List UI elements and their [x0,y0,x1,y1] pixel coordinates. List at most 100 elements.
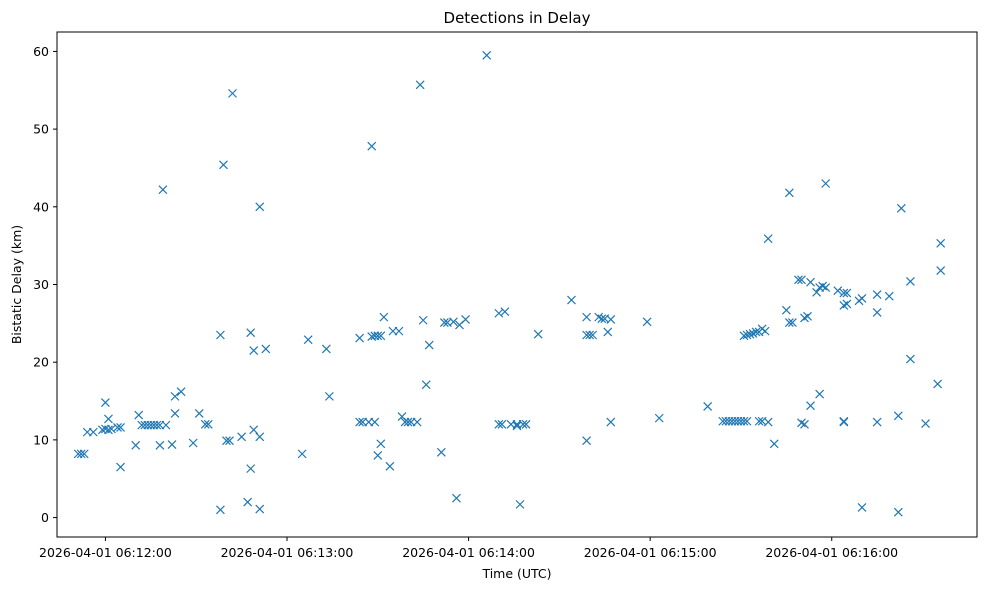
data-point [821,179,831,188]
data-point [482,50,492,60]
data-point [255,432,265,442]
data-point [857,294,867,303]
data-point [373,450,383,460]
data-point [521,419,531,429]
data-point [603,327,613,337]
chart-title: Detections in Delay [444,9,591,27]
data-point [857,503,867,512]
data-point [452,493,461,503]
data-point [324,391,334,401]
data-point [872,308,882,317]
data-point [739,416,749,426]
data-point [246,328,256,338]
data-point [225,436,234,446]
data-point [249,425,259,435]
data-point [215,505,225,515]
data-point [794,275,803,285]
data-point [800,419,809,429]
data-point [379,312,389,322]
data-point [703,402,713,411]
data-point [170,391,180,401]
data-point [237,432,247,442]
y-tick-label: 40 [33,199,49,214]
data-point [515,499,525,509]
data-point [100,398,110,408]
y-axis-label: Bistatic Delay (km) [9,225,24,344]
x-axis-label: Time (UTC) [481,566,551,581]
data-point [373,331,383,341]
data-point [806,401,815,411]
data-point [215,330,225,340]
data-point [582,312,592,322]
data-point [228,88,237,98]
data-point [806,277,815,287]
data-point [243,497,253,507]
data-point [769,439,779,449]
data-point [742,416,752,426]
data-point [116,423,125,432]
data-point [131,440,141,450]
x-axis: 2026-04-01 06:12:00 2026-04-01 06:13:00 20… [39,537,898,560]
data-point [745,329,755,339]
data-point [321,344,331,354]
data-point [500,307,510,317]
data-point [567,295,576,305]
data-point [518,419,528,429]
data-point [606,417,616,427]
data-point [642,317,652,327]
data-point [219,160,228,170]
data-point [303,335,313,345]
data-point [821,283,831,293]
data-point [249,346,259,355]
data-point [933,379,943,389]
data-point [370,417,380,427]
data-point [533,329,543,339]
data-point [367,141,377,151]
data-point [905,354,915,364]
data-point [104,414,113,424]
data-point [461,315,470,324]
data-point [203,419,213,429]
data-point [170,409,180,418]
data-point [403,417,413,427]
data-point [839,416,849,426]
data-point [751,327,761,337]
data-point [200,419,210,429]
data-point [394,326,404,336]
data-point [842,299,852,309]
data-point [893,507,903,517]
data-point [421,380,431,390]
data-point [222,436,231,446]
y-tick-label: 60 [33,44,49,59]
y-tick-label: 0 [41,510,49,525]
y-tick-label: 50 [33,122,49,137]
data-point [436,447,446,457]
data-point [418,315,428,325]
x-tick-label: 2026-04-01 06:14:00 [402,545,535,560]
data-point [936,266,946,275]
data-point [763,234,773,244]
x-tick-label: 2026-04-01 06:13:00 [221,545,354,560]
data-point [597,314,607,324]
data-point [585,330,595,340]
data-point [606,315,616,324]
data-point [896,203,906,213]
data-point [152,420,162,430]
data-point [760,326,770,336]
data-point [261,344,271,354]
x-tick-label: 2026-04-01 06:16:00 [765,545,898,560]
data-point [167,440,177,449]
data-point [113,423,122,432]
data-point [497,419,507,429]
data-point [415,80,425,90]
data-point [905,276,915,286]
data-point [921,419,930,428]
data-point [833,286,843,296]
data-point [797,275,806,285]
data-point [872,417,882,427]
data-point [654,413,664,423]
data-point [842,288,852,298]
data-point [376,439,386,449]
